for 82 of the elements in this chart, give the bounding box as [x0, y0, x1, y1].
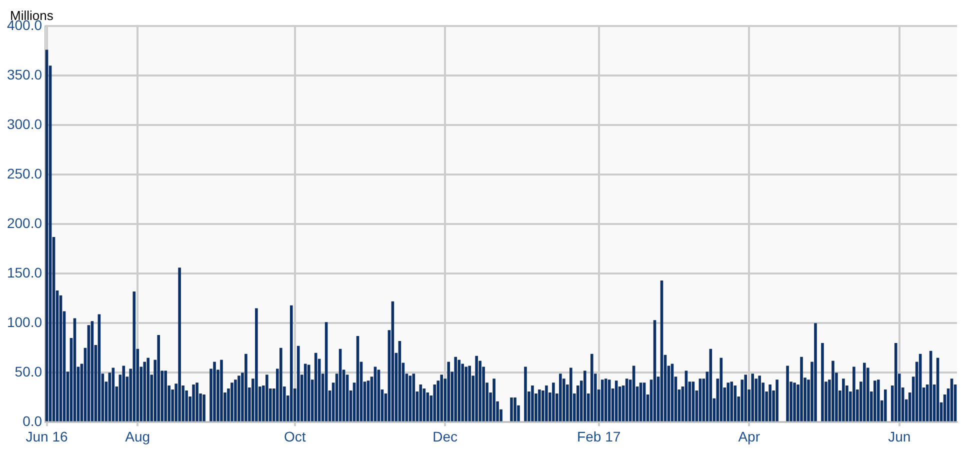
bar: [238, 376, 240, 422]
bar: [230, 382, 234, 422]
bar: [814, 323, 817, 422]
bar: [279, 348, 282, 422]
bar: [821, 342, 824, 422]
bar: [475, 356, 478, 422]
bar: [832, 360, 834, 422]
bar: [583, 370, 586, 422]
bar: [552, 382, 555, 422]
bar: [468, 366, 471, 422]
bar: [157, 335, 160, 422]
bar: [296, 346, 300, 422]
bar: [524, 366, 527, 422]
bar: [768, 384, 772, 422]
bar: [422, 388, 426, 422]
bar: [632, 366, 636, 422]
y-tick-label: 150.0: [6, 264, 42, 280]
bar: [776, 380, 778, 422]
y-tick-label: 300.0: [6, 116, 42, 132]
y-tick-label: 350.0: [6, 66, 42, 82]
bar: [873, 380, 876, 422]
bar: [220, 360, 223, 422]
bar: [178, 268, 181, 422]
x-tick-label: Apr: [738, 428, 760, 444]
bar: [510, 397, 513, 422]
bar: [734, 386, 737, 422]
bar: [454, 356, 457, 422]
bar: [720, 358, 723, 422]
bar: [196, 382, 198, 422]
bar: [800, 356, 803, 422]
bar: [192, 384, 195, 422]
bar: [570, 368, 572, 422]
bar: [492, 378, 496, 422]
bar: [433, 384, 436, 422]
bar: [744, 374, 748, 422]
bar: [786, 366, 789, 422]
bar: [146, 358, 150, 422]
y-tick-label: 200.0: [6, 214, 42, 231]
bar: [122, 366, 126, 422]
bar: [132, 291, 136, 422]
y-tick-label: 250.0: [6, 165, 42, 182]
x-tick-label: Jun 16: [26, 428, 68, 444]
bar: [464, 366, 468, 422]
bar: [244, 354, 248, 422]
bar: [863, 362, 866, 422]
bar: [440, 374, 444, 422]
y-tick-label: 0.0: [22, 413, 42, 430]
bar: [538, 390, 541, 422]
bar: [894, 342, 898, 422]
bar: [842, 378, 845, 422]
bar: [559, 374, 562, 422]
bar: [143, 362, 146, 422]
bar: [793, 382, 796, 422]
bar: [758, 376, 761, 422]
bar: [884, 390, 887, 422]
bar: [290, 305, 293, 422]
bar: [255, 308, 258, 422]
bar: [531, 386, 534, 422]
y-tick-label: 100.0: [6, 314, 42, 330]
bar: [426, 392, 430, 422]
bar: [852, 366, 856, 422]
bar: [751, 374, 754, 422]
bar: [202, 394, 206, 422]
y-tick-label: 50.0: [14, 364, 42, 380]
x-tick-label: Feb 17: [577, 428, 621, 444]
bar: [545, 386, 548, 422]
x-tick-label: Aug: [125, 428, 150, 444]
bar: [458, 360, 460, 422]
bar: [726, 382, 730, 422]
bar: [447, 362, 450, 422]
bar: [876, 380, 880, 422]
bar: [213, 362, 216, 422]
bar: [164, 370, 167, 422]
x-tick-label: Dec: [432, 428, 458, 444]
x-tick-label: Oct: [284, 428, 306, 444]
x-tick-label: Jun: [888, 428, 911, 444]
bar: [730, 382, 734, 422]
bar: [461, 364, 464, 422]
bar: [514, 397, 516, 422]
bar: [266, 374, 268, 422]
bar: [234, 380, 237, 422]
bar: [590, 354, 594, 422]
